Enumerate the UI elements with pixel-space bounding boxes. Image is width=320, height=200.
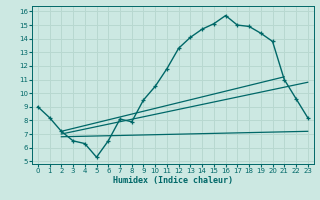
X-axis label: Humidex (Indice chaleur): Humidex (Indice chaleur): [113, 176, 233, 185]
